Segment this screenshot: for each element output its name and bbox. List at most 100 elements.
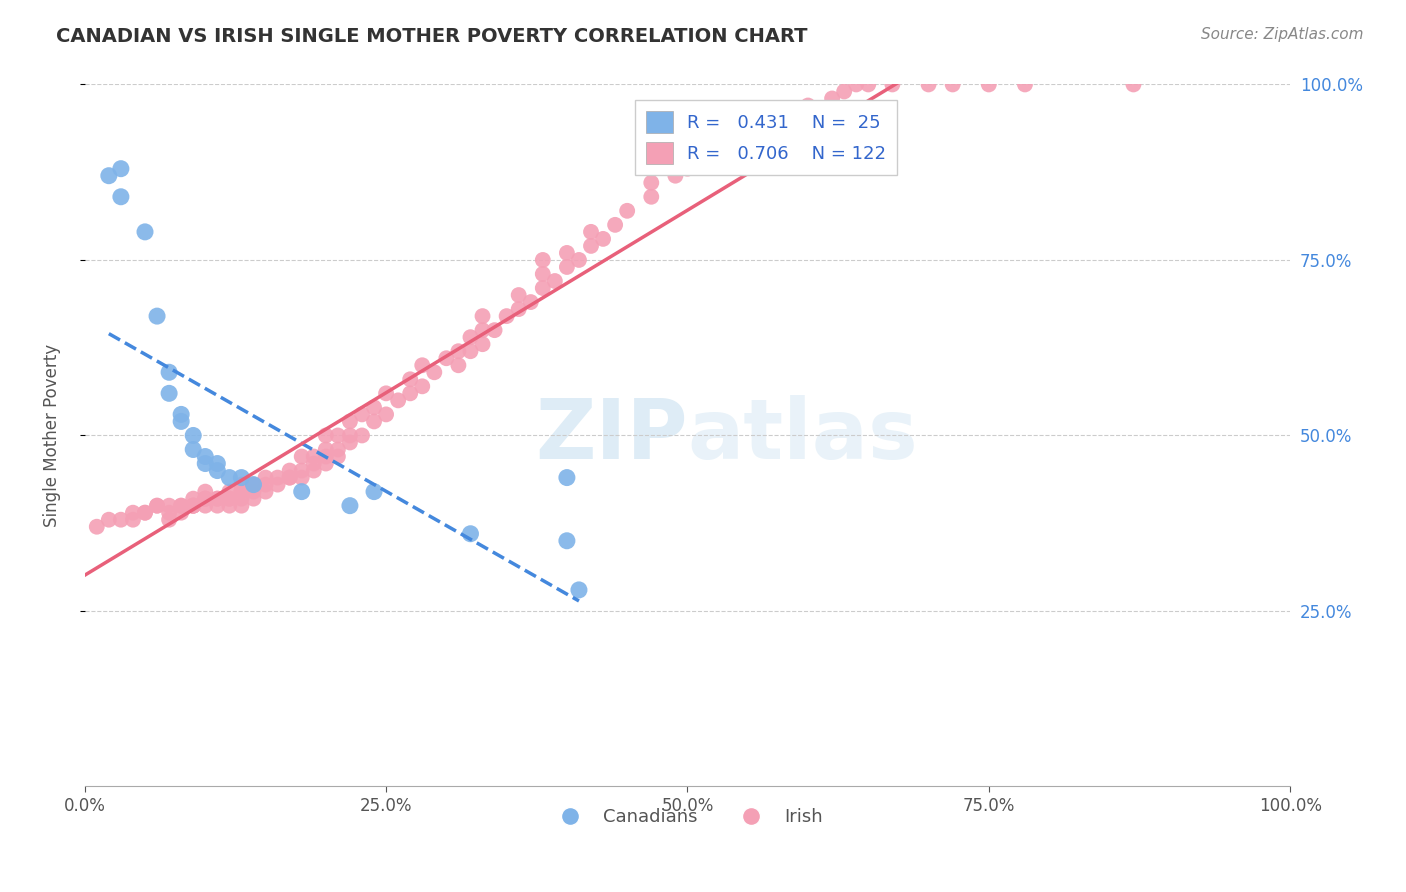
- Point: [170, 499, 193, 513]
- Point: [447, 358, 470, 372]
- Point: [157, 499, 180, 513]
- Point: [242, 491, 264, 506]
- Point: [207, 464, 229, 478]
- Point: [194, 491, 217, 506]
- Point: [568, 582, 591, 597]
- Point: [207, 457, 229, 471]
- Point: [544, 274, 567, 288]
- Point: [460, 330, 482, 344]
- Point: [471, 309, 494, 323]
- Point: [218, 499, 240, 513]
- Point: [531, 252, 554, 267]
- Point: [170, 499, 193, 513]
- Point: [423, 365, 446, 379]
- Point: [254, 477, 277, 491]
- Point: [278, 464, 301, 478]
- Point: [157, 386, 180, 401]
- Point: [242, 484, 264, 499]
- Point: [977, 78, 1000, 92]
- Point: [207, 491, 229, 506]
- Point: [363, 484, 385, 499]
- Point: [218, 491, 240, 506]
- Point: [231, 484, 253, 499]
- Point: [917, 78, 939, 92]
- Point: [664, 169, 686, 183]
- Point: [291, 464, 314, 478]
- Point: [375, 408, 398, 422]
- Point: [700, 147, 723, 161]
- Point: [845, 78, 868, 92]
- Point: [411, 379, 433, 393]
- Point: [555, 260, 578, 274]
- Point: [315, 457, 337, 471]
- Point: [616, 203, 638, 218]
- Point: [122, 506, 145, 520]
- Point: [339, 414, 361, 428]
- Point: [231, 477, 253, 491]
- Point: [748, 120, 770, 134]
- Point: [110, 161, 132, 176]
- Point: [1014, 78, 1036, 92]
- Point: [181, 442, 204, 457]
- Point: [110, 190, 132, 204]
- Point: [157, 365, 180, 379]
- Point: [447, 344, 470, 359]
- Point: [86, 519, 108, 533]
- Point: [134, 225, 156, 239]
- Point: [218, 491, 240, 506]
- Point: [676, 161, 699, 176]
- Point: [194, 484, 217, 499]
- Point: [97, 513, 120, 527]
- Point: [242, 477, 264, 491]
- Point: [555, 470, 578, 484]
- Point: [821, 91, 844, 105]
- Point: [181, 499, 204, 513]
- Point: [291, 470, 314, 484]
- Point: [231, 491, 253, 506]
- Point: [266, 470, 288, 484]
- Point: [170, 506, 193, 520]
- Point: [640, 190, 662, 204]
- Point: [278, 470, 301, 484]
- Point: [724, 140, 747, 154]
- Point: [207, 491, 229, 506]
- Point: [350, 428, 373, 442]
- Point: [254, 484, 277, 499]
- Point: [460, 344, 482, 359]
- Legend: Canadians, Irish: Canadians, Irish: [546, 801, 830, 834]
- Point: [640, 176, 662, 190]
- Point: [363, 401, 385, 415]
- Point: [761, 112, 783, 127]
- Point: [508, 288, 530, 302]
- Point: [218, 484, 240, 499]
- Point: [942, 78, 965, 92]
- Point: [291, 484, 314, 499]
- Point: [302, 450, 325, 464]
- Point: [350, 408, 373, 422]
- Point: [579, 239, 602, 253]
- Point: [579, 225, 602, 239]
- Point: [495, 309, 517, 323]
- Point: [797, 98, 820, 112]
- Point: [110, 513, 132, 527]
- Point: [231, 484, 253, 499]
- Point: [531, 281, 554, 295]
- Point: [399, 386, 422, 401]
- Point: [146, 499, 169, 513]
- Point: [858, 78, 880, 92]
- Point: [326, 428, 349, 442]
- Point: [603, 218, 626, 232]
- Point: [231, 499, 253, 513]
- Point: [266, 477, 288, 491]
- Point: [122, 513, 145, 527]
- Point: [157, 513, 180, 527]
- Point: [832, 85, 855, 99]
- Point: [411, 358, 433, 372]
- Point: [134, 506, 156, 520]
- Point: [170, 414, 193, 428]
- Point: [254, 470, 277, 484]
- Point: [134, 506, 156, 520]
- Point: [1122, 78, 1144, 92]
- Point: [531, 267, 554, 281]
- Point: [387, 393, 409, 408]
